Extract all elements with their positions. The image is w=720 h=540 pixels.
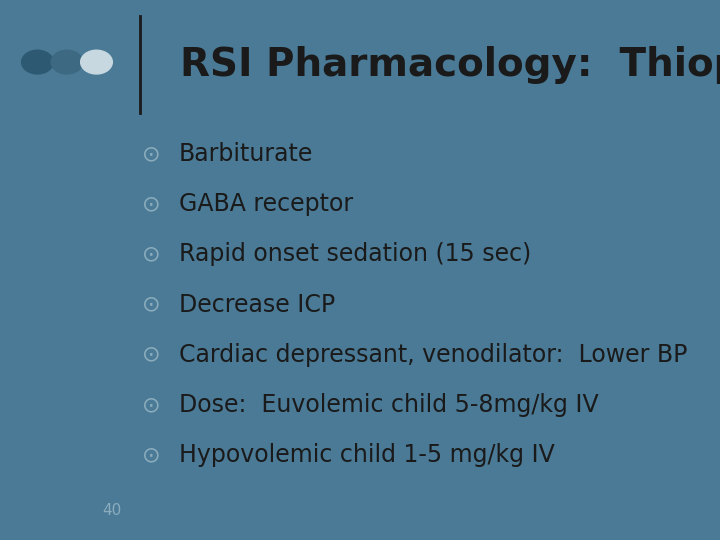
Text: 40: 40 [102, 503, 121, 518]
Text: Rapid onset sedation (15 sec): Rapid onset sedation (15 sec) [179, 242, 531, 266]
Text: Barbiturate: Barbiturate [179, 142, 313, 166]
Text: ⊙: ⊙ [142, 395, 161, 415]
Circle shape [81, 50, 112, 74]
Circle shape [22, 50, 53, 74]
Text: Cardiac depressant, venodilator:  Lower BP: Cardiac depressant, venodilator: Lower B… [179, 343, 687, 367]
Circle shape [51, 50, 83, 74]
Text: Hypovolemic child 1-5 mg/kg IV: Hypovolemic child 1-5 mg/kg IV [179, 443, 554, 467]
Text: ⊙: ⊙ [142, 445, 161, 465]
Text: ⊙: ⊙ [142, 345, 161, 365]
Text: ⊙: ⊙ [142, 244, 161, 265]
Text: ⊙: ⊙ [142, 294, 161, 315]
Text: Dose:  Euvolemic child 5-8mg/kg IV: Dose: Euvolemic child 5-8mg/kg IV [179, 393, 598, 417]
Text: ⊙: ⊙ [142, 144, 161, 164]
Text: RSI Pharmacology:  Thiopental: RSI Pharmacology: Thiopental [180, 46, 720, 84]
Text: ⊙: ⊙ [142, 194, 161, 214]
Text: GABA receptor: GABA receptor [179, 192, 353, 216]
Text: Decrease ICP: Decrease ICP [179, 293, 335, 316]
